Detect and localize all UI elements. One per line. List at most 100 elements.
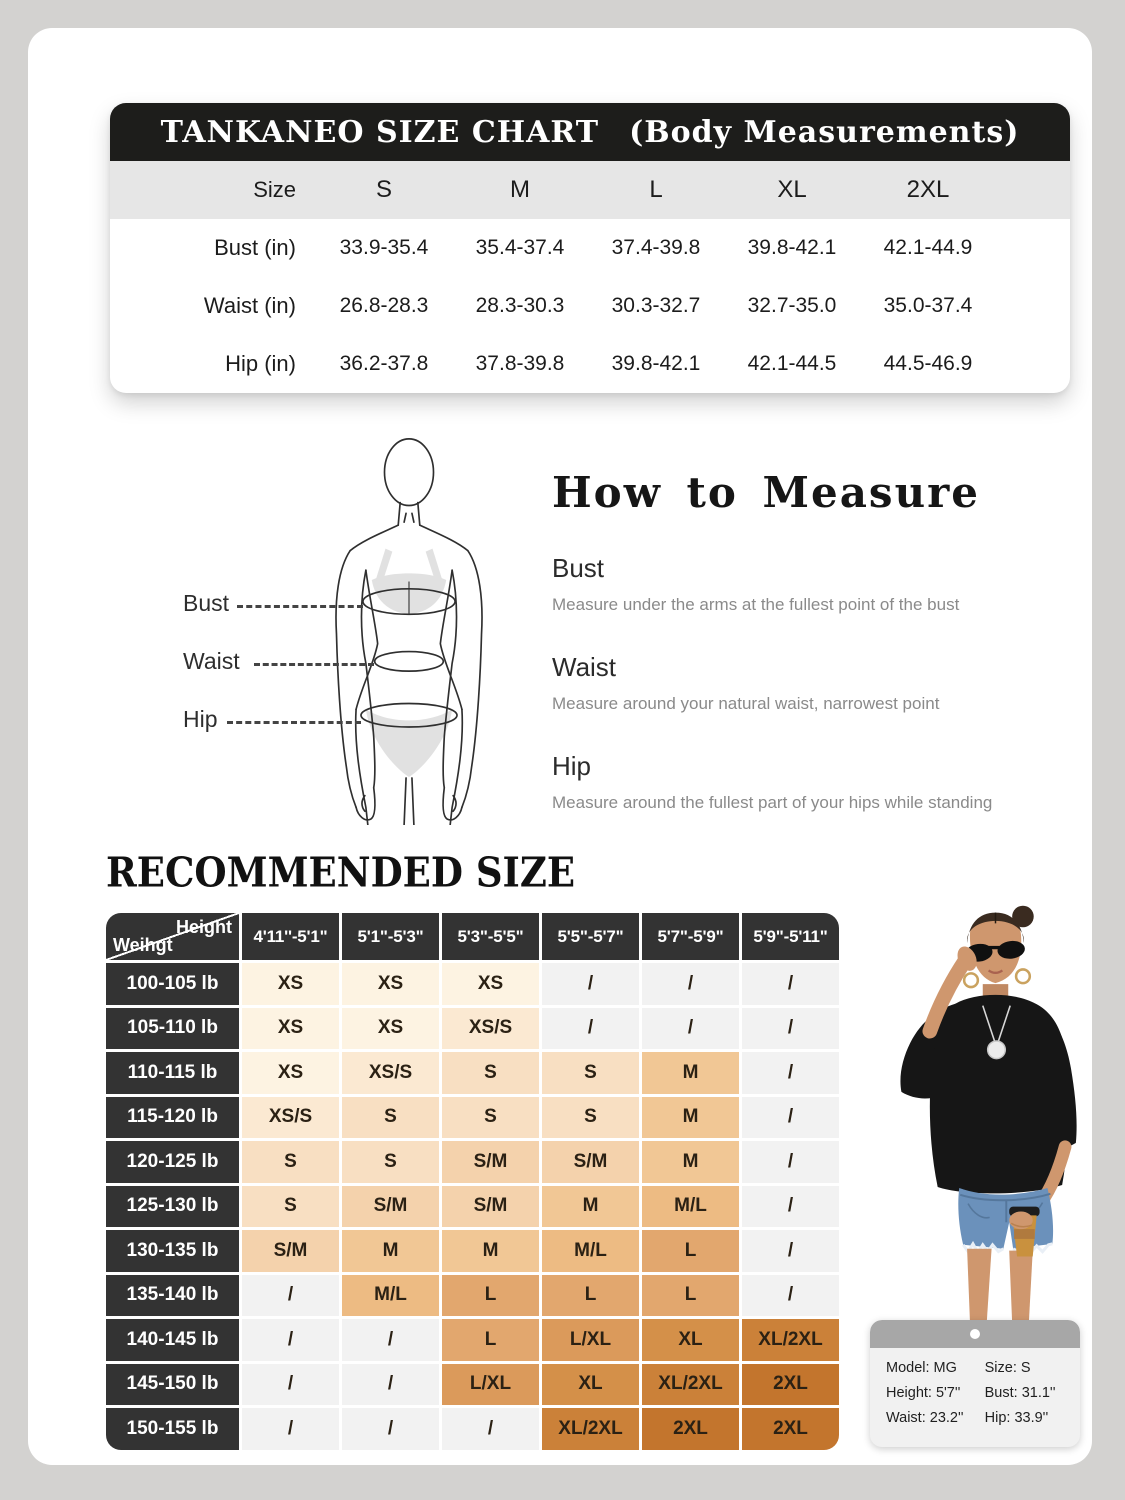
recommended-size-cell: XL/2XL — [642, 1363, 739, 1405]
recommended-size-cell: / — [542, 963, 639, 1005]
recommended-size-cell: S — [442, 1096, 539, 1138]
measurement-value: 39.8-42.1 — [747, 236, 837, 259]
recommended-size-title: RECOMMENDED SIZE — [106, 848, 576, 897]
corner-weight-label: Weihgt — [113, 935, 173, 955]
recommended-size-cell: XL — [642, 1319, 739, 1361]
recommended-size-cell: / — [642, 963, 739, 1005]
recommended-size-cell: M — [642, 1141, 739, 1183]
recommended-size-cell: 2XL — [642, 1408, 739, 1450]
measurement-value: 35.0-37.4 — [883, 294, 973, 317]
recommended-size-cell: XS — [342, 1007, 439, 1049]
weight-row-header: 130-135 lb — [106, 1230, 239, 1272]
measure-section: Hip Measure around the fullest part of yo… — [552, 751, 1030, 813]
measurement-value: 30.3-32.7 — [611, 294, 701, 317]
height-column-header: 5'3"-5'5" — [442, 913, 539, 960]
page-card: TANKANEO SIZE CHART (Body Measurements) … — [28, 28, 1092, 1465]
recommended-size-cell: / — [742, 963, 839, 1005]
measurement-row: Waist (in) 26.8-28.3 28.3-30.3 30.3-32.7 32.… — [110, 277, 1070, 335]
measurement-label: Waist (in) — [203, 293, 296, 318]
measurement-row: Bust (in) 33.9-35.4 35.4-37.4 37.4-39.8 39.8… — [110, 219, 1070, 277]
model-card-header — [870, 1320, 1080, 1348]
size-chart-subtitle: (Body Measurements) — [629, 114, 1020, 150]
model-hip: Hip: 33.9'' — [984, 1410, 1049, 1426]
how-to-measure-sections: Bust Measure under the arms at the fulles… — [552, 553, 1030, 850]
figure-label-hip: Hip — [183, 706, 218, 732]
measurement-value: 32.7-35.0 — [747, 294, 837, 317]
measure-section-description: Measure around your natural waist, narro… — [552, 694, 940, 713]
recommended-size-cell: L — [542, 1274, 639, 1316]
weight-row-header: 135-140 lb — [106, 1274, 239, 1316]
recommended-size-cell: / — [342, 1363, 439, 1405]
size-column-row: Size S M L XL 2XL — [110, 161, 1070, 219]
model-bust: Bust: 31.1'' — [984, 1385, 1056, 1401]
size-chart-header: TANKANEO SIZE CHART (Body Measurements) — [110, 103, 1070, 161]
tag-hole-dot — [970, 1329, 980, 1339]
recommended-size-cell: S — [342, 1096, 439, 1138]
leader-line-waist — [254, 663, 374, 666]
recommended-size-cell: / — [642, 1007, 739, 1049]
measurement-label: Hip (in) — [225, 351, 296, 376]
measure-section-label: Bust — [552, 553, 605, 583]
recommended-size-cell: M — [642, 1096, 739, 1138]
model-waist: Waist: 23.2'' — [886, 1410, 964, 1426]
size-column-m: M — [510, 176, 530, 203]
figure-label-bust: Bust — [183, 590, 230, 616]
recommended-size-cell: S/M — [242, 1230, 339, 1272]
weight-row-header: 120-125 lb — [106, 1141, 239, 1183]
recommended-size-cell: / — [242, 1274, 339, 1316]
size-chart-card: TANKANEO SIZE CHART (Body Measurements) … — [110, 103, 1070, 393]
measurement-label: Bust (in) — [214, 235, 296, 260]
model-photo — [900, 905, 1077, 1324]
recommended-size-cell: M/L — [542, 1230, 639, 1272]
recommended-size-cell: S — [242, 1185, 339, 1227]
recommended-size-cell: S — [542, 1052, 639, 1094]
recommended-size-cell: S/M — [442, 1185, 539, 1227]
recommended-size-cell: / — [242, 1363, 339, 1405]
recommended-size-cell: / — [342, 1319, 439, 1361]
recommended-size-cell: / — [742, 1096, 839, 1138]
height-column-header: 4'11''-5'1" — [242, 913, 339, 960]
how-to-measure-title: How to Measure — [552, 468, 980, 517]
recommended-size-cell: XS — [242, 963, 339, 1005]
corner-height-label: Height — [176, 917, 232, 937]
recommended-size-cell: XS/S — [342, 1052, 439, 1094]
recommended-size-cell: L/XL — [542, 1319, 639, 1361]
measurement-value: 42.1-44.9 — [883, 236, 973, 259]
recommended-size-cell: S/M — [542, 1141, 639, 1183]
recommended-size-cell: L — [442, 1319, 539, 1361]
measurement-value: 35.4-37.4 — [475, 236, 565, 259]
measurement-value: 37.8-39.8 — [475, 352, 565, 375]
recommended-size-cell: XL — [542, 1363, 639, 1405]
recommended-size-cell: / — [742, 1141, 839, 1183]
table-corner-cell: Height Weihgt — [106, 913, 239, 960]
recommended-size-cell: XS/S — [242, 1096, 339, 1138]
recommended-size-cell: / — [742, 1007, 839, 1049]
recommended-size-cell: / — [342, 1408, 439, 1450]
recommended-size-cell: M/L — [342, 1274, 439, 1316]
measurement-row: Hip (in) 36.2-37.8 37.8-39.8 39.8-42.1 42.1-… — [110, 335, 1070, 393]
model-height: Height: 5'7'' — [886, 1385, 961, 1401]
model-card-body: Model: MG Size: S Height: 5'7'' Bust: 31… — [870, 1348, 1080, 1434]
size-chart-title: TANKANEO SIZE CHART — [160, 114, 600, 150]
recommended-size-cell: L — [442, 1274, 539, 1316]
recommended-size-cell: XL/2XL — [542, 1408, 639, 1450]
measurement-value: 44.5-46.9 — [883, 352, 973, 375]
recommended-size-cell: XS — [242, 1007, 339, 1049]
recommended-size-cell: 2XL — [742, 1363, 839, 1405]
recommended-size-cell: S/M — [442, 1141, 539, 1183]
measurement-value: 26.8-28.3 — [339, 294, 429, 317]
measurement-rows: Bust (in) 33.9-35.4 35.4-37.4 37.4-39.8 39.8… — [110, 219, 1070, 393]
leader-line-hip — [227, 721, 361, 724]
recommended-size-cell: / — [242, 1319, 339, 1361]
recommended-size-cell: L — [642, 1230, 739, 1272]
recommended-size-cell: XL/2XL — [742, 1319, 839, 1361]
recommended-size-cell: / — [242, 1408, 339, 1450]
weight-row-header: 125-130 lb — [106, 1185, 239, 1227]
recommended-size-cell: / — [742, 1230, 839, 1272]
measurement-value: 42.1-44.5 — [747, 352, 837, 375]
measure-section-label: Waist — [552, 652, 617, 682]
recommended-size-cell: L — [642, 1274, 739, 1316]
leader-line-bust — [237, 605, 363, 608]
weight-row-header: 145-150 lb — [106, 1363, 239, 1405]
